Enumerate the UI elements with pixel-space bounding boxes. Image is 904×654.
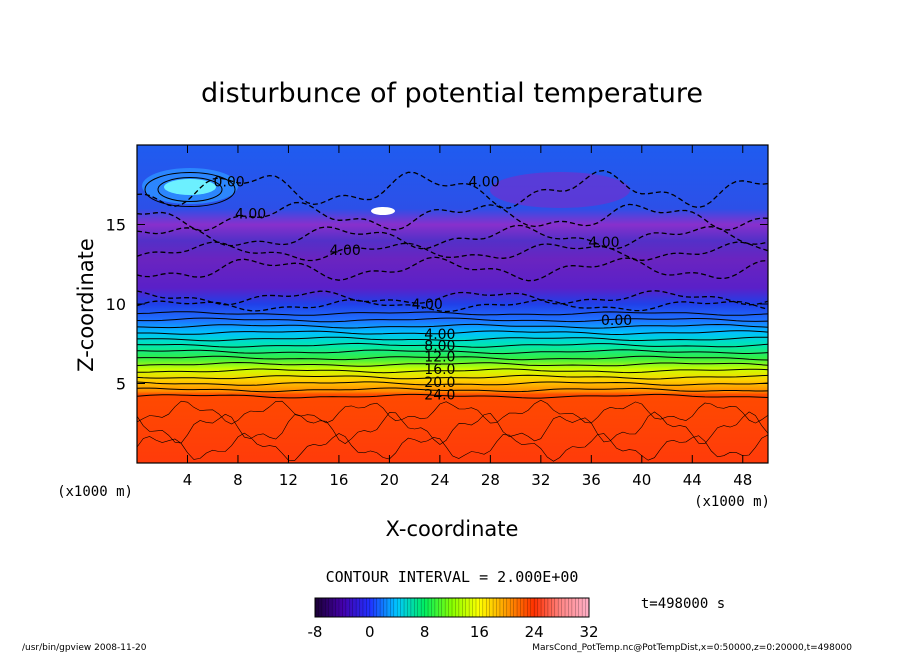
x-tick-label: 32: [531, 471, 550, 489]
contour-line: [137, 317, 768, 323]
colorbar-frame: [314, 597, 590, 618]
contour-line: [137, 355, 768, 361]
contour-line-thin: [137, 399, 768, 425]
y-axis-label: Z-coordinate: [74, 238, 98, 372]
contour-line: [137, 374, 768, 380]
contour-label: 4.00: [424, 327, 455, 343]
contour-line: [137, 393, 768, 399]
footer-right: MarsCond_PotTemp.nc@PotTempDist,x=0:5000…: [532, 643, 852, 653]
y-tick-label: 5: [116, 375, 126, 394]
contour-label: 4.00: [588, 235, 619, 251]
x-tick-label: 36: [582, 471, 601, 489]
contour-label: 4.00: [468, 175, 499, 191]
x-axis: 4 8 12 16 20 24 28 32 36 40 44 48: [183, 145, 752, 489]
contour-line-negative: [137, 169, 768, 209]
contour-label: 0.00: [601, 313, 632, 329]
warm-anomaly-core: [371, 207, 395, 215]
contour-line: [137, 330, 768, 336]
colorbar-tick-label: -8: [308, 623, 323, 641]
x-unit-right: (x1000 m): [694, 494, 770, 510]
contour-interval: CONTOUR INTERVAL = 2.000E+00: [326, 568, 579, 586]
plot-area: [137, 145, 768, 463]
contour-line: [137, 381, 768, 386]
upper-disturbance: [490, 172, 630, 208]
contour-label: 4.00: [330, 243, 361, 259]
colorbar-tick-label: 24: [525, 623, 544, 641]
contour-line-negative: [137, 256, 768, 282]
potential-temperature-field: [137, 145, 768, 463]
contour-label: 12.0: [424, 349, 455, 365]
contour-line-negative: [137, 290, 768, 306]
contour-line-negative: [137, 299, 768, 313]
contour-line: [137, 368, 768, 374]
y-tick-label: 10: [106, 295, 126, 314]
x-unit-left: (x1000 m): [57, 484, 133, 500]
contour-line: [137, 349, 768, 355]
contour-line: [137, 311, 768, 316]
contour-lines: [137, 169, 768, 462]
contour-line-closed: [157, 177, 223, 203]
contour-line: [137, 361, 768, 367]
colorbar-segments: [314, 598, 590, 617]
contour-line: [137, 323, 768, 329]
x-tick-label: 20: [380, 471, 399, 489]
contour-line-closed: [144, 172, 236, 208]
x-tick-label: 12: [279, 471, 298, 489]
contour-label: 8.00: [424, 338, 455, 354]
time-label: t=498000 s: [641, 596, 725, 612]
x-axis-label: X-coordinate: [386, 517, 519, 541]
x-tick-label: 4: [183, 471, 193, 489]
chart-title: disturbunce of potential temperature: [201, 78, 703, 109]
contour-line-thin: [137, 411, 768, 445]
cold-anomaly-core: [164, 179, 216, 195]
x-tick-label: 44: [683, 471, 702, 489]
contour-line: [137, 387, 768, 393]
x-tick-label: 8: [233, 471, 243, 489]
footer-left: /usr/bin/gpview 2008-11-20: [22, 643, 147, 653]
contour-line-negative: [137, 201, 768, 232]
colorbar: -8 0 8 16 24 32: [308, 597, 599, 641]
contour-label: 24.0: [424, 388, 455, 404]
contour-label: 0.00: [214, 175, 245, 191]
contour-line-negative: [137, 224, 768, 250]
y-axis: 5 10 15: [106, 216, 768, 394]
contour-label: 20.0: [424, 375, 455, 391]
contour-label: 4.00: [235, 206, 266, 222]
colorbar-ticks: -8 0 8 16 24 32: [308, 623, 599, 641]
x-tick-label: 48: [733, 471, 752, 489]
contour-label: 4.00: [412, 297, 443, 313]
colorbar-tick-label: 16: [470, 623, 489, 641]
contour-label: 16.0: [424, 362, 455, 378]
contour-line: [137, 336, 768, 342]
colorbar-tick-label: 0: [365, 623, 375, 641]
x-tick-label: 40: [632, 471, 651, 489]
x-tick-label: 24: [430, 471, 449, 489]
x-tick-label: 16: [329, 471, 348, 489]
x-tick-label: 28: [481, 471, 500, 489]
contour-line: [137, 342, 768, 348]
colorbar-tick-label: 8: [420, 623, 430, 641]
y-tick-label: 15: [106, 216, 126, 235]
colorbar-tick-label: 32: [579, 623, 598, 641]
